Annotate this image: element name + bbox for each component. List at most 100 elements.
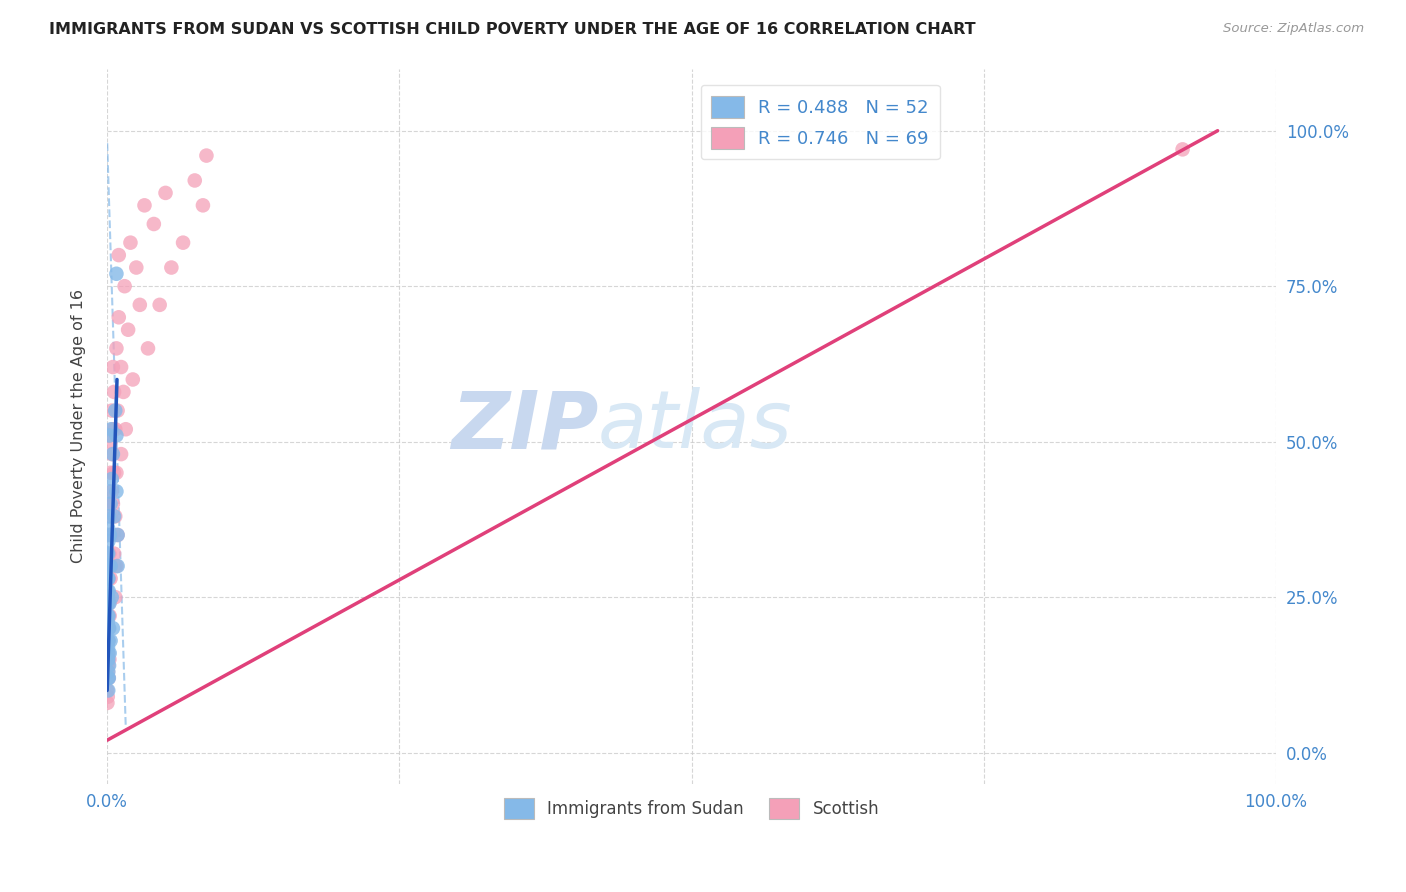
Point [98,428,121,442]
Point [184,173,207,187]
Point [100,466,122,480]
Point [97,671,120,685]
Point [104,509,127,524]
Point [98,652,121,666]
Point [121,372,143,386]
Point [97,690,120,704]
Point [100,484,122,499]
Point [100,447,122,461]
Point [97,608,120,623]
Point [97,652,120,666]
Point [100,509,122,524]
Point [105,559,128,574]
Point [96,621,118,635]
Point [110,359,132,374]
Point [97,534,120,549]
Point [97,652,120,666]
Point [105,342,128,356]
Point [134,198,156,212]
Point [117,323,139,337]
Point [97,559,120,574]
Point [96,547,118,561]
Point [112,384,135,399]
Point [101,422,124,436]
Point [96,596,118,610]
Point [103,547,125,561]
Point [120,235,142,250]
Point [97,640,120,654]
Point [100,559,122,574]
Point [104,422,127,436]
Point [97,608,120,623]
Point [97,572,120,586]
Point [96,671,118,685]
Point [97,596,120,610]
Point [97,590,120,604]
Point [97,572,120,586]
Point [107,310,129,325]
Point [105,466,128,480]
Point [97,509,120,524]
Point [105,428,128,442]
Point [97,646,120,660]
Point [97,683,120,698]
Point [142,217,165,231]
Point [98,547,121,561]
Point [103,509,125,524]
Point [191,198,214,212]
Point [97,621,120,635]
Point [195,148,218,162]
Point [104,590,127,604]
Text: Source: ZipAtlas.com: Source: ZipAtlas.com [1223,22,1364,36]
Text: ZIP: ZIP [451,387,598,465]
Point [98,621,121,635]
Y-axis label: Child Poverty Under the Age of 16: Child Poverty Under the Age of 16 [72,289,86,563]
Point [98,497,121,511]
Point [101,621,124,635]
Point [110,447,132,461]
Point [100,528,122,542]
Point [96,683,118,698]
Point [107,403,129,417]
Point [97,646,120,660]
Point [103,466,125,480]
Point [114,279,136,293]
Point [107,248,129,262]
Point [100,559,122,574]
Point [97,547,120,561]
Point [97,621,120,635]
Point [97,608,120,623]
Point [172,235,194,250]
Point [97,671,120,685]
Point [105,484,128,499]
Point [97,621,120,635]
Point [149,298,172,312]
Point [97,633,120,648]
Point [98,596,121,610]
Point [160,260,183,275]
Point [101,447,124,461]
Point [98,528,121,542]
Point [97,633,120,648]
Point [100,497,122,511]
Point [101,359,124,374]
Point [128,298,150,312]
Point [98,484,121,499]
Point [97,583,120,598]
Point [96,696,118,710]
Point [97,559,120,574]
Point [100,572,122,586]
Point [97,590,120,604]
Point [100,422,122,436]
Point [100,403,122,417]
Point [97,633,120,648]
Point [107,528,129,542]
Point [98,528,121,542]
Point [96,572,118,586]
Point [114,422,136,436]
Point [100,434,122,449]
Point [97,522,120,536]
Point [125,260,148,275]
Point [107,559,129,574]
Point [98,608,121,623]
